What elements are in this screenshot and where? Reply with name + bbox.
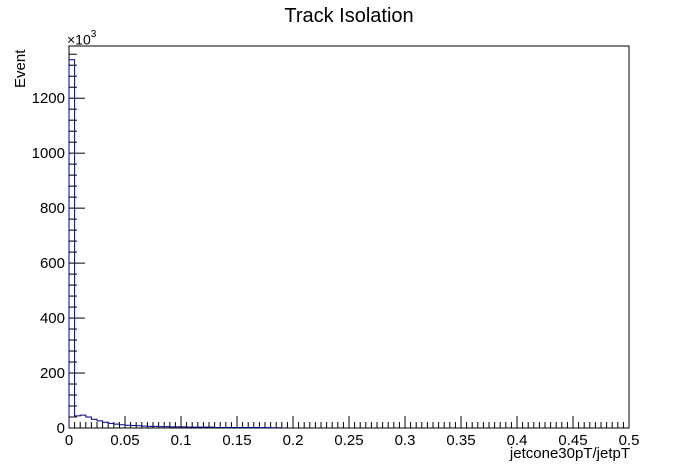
histogram-bin xyxy=(198,427,204,428)
histogram-bin xyxy=(209,427,215,428)
histogram-bin xyxy=(119,425,125,428)
histogram-bin xyxy=(142,426,148,428)
histogram-bin xyxy=(147,426,153,428)
histogram-bin xyxy=(181,427,187,428)
y-tick-label: 400 xyxy=(40,310,65,327)
y-tick-label: 600 xyxy=(40,255,65,272)
histogram-bin xyxy=(220,427,226,428)
x-tick-label: 0.05 xyxy=(110,432,139,449)
chart-title: Track Isolation xyxy=(284,5,414,27)
histogram-bin xyxy=(136,426,142,428)
histogram-bin xyxy=(226,427,232,428)
x-tick-label: 0.25 xyxy=(334,432,363,449)
x-tick-label: 0.35 xyxy=(446,432,475,449)
y-axis-label: Event xyxy=(12,49,29,88)
histogram-bin xyxy=(254,427,260,428)
histogram-bin xyxy=(131,426,137,428)
histogram-bin xyxy=(164,427,170,428)
multiplier-base: ×10 xyxy=(67,31,91,48)
histogram-bin xyxy=(125,425,131,428)
y-tick-label: 200 xyxy=(40,365,65,382)
histogram-bin xyxy=(203,427,209,428)
multiplier-exponent: 3 xyxy=(90,29,97,40)
y-tick-label: 1200 xyxy=(32,90,65,107)
histogram-bin xyxy=(215,427,221,428)
plot-frame xyxy=(68,45,630,429)
histogram-bin xyxy=(170,427,176,428)
x-tick-label: 0.3 xyxy=(395,432,416,449)
histogram-bin xyxy=(237,427,243,428)
histogram-bin xyxy=(75,416,81,428)
histogram-bin xyxy=(86,417,92,428)
y-axis-multiplier: ×103 xyxy=(67,29,97,48)
histogram-bin xyxy=(243,427,249,428)
y-tick-label: 800 xyxy=(40,200,65,217)
x-tick-label: 0 xyxy=(65,432,73,449)
x-tick-label: 0.5 xyxy=(619,432,640,449)
histogram-bin xyxy=(187,427,193,428)
histogram-bin xyxy=(103,422,109,428)
x-tick-label: 0.1 xyxy=(171,432,192,449)
histogram-bin xyxy=(175,427,181,428)
x-tick-label: 0.4 xyxy=(507,432,528,449)
histogram-bin xyxy=(108,423,114,428)
histogram-bin xyxy=(114,424,120,428)
histogram-bin xyxy=(192,427,198,428)
histogram-bin xyxy=(248,427,254,428)
histogram-series xyxy=(68,59,283,429)
x-tick-label: 0.2 xyxy=(283,432,304,449)
histogram-bin xyxy=(80,415,86,428)
y-tick-label: 1000 xyxy=(32,145,65,162)
x-tick-label: 0.15 xyxy=(222,432,251,449)
histogram-bin xyxy=(97,421,103,428)
histogram-bin xyxy=(231,427,237,428)
x-tick-label: 0.45 xyxy=(558,432,587,449)
histogram-bin xyxy=(91,419,97,428)
histogram-bin xyxy=(153,426,159,428)
y-tick-label: 0 xyxy=(57,420,65,437)
x-axis-label: jetcone30pT/jetpT xyxy=(509,445,630,462)
histogram-bin xyxy=(159,427,165,428)
